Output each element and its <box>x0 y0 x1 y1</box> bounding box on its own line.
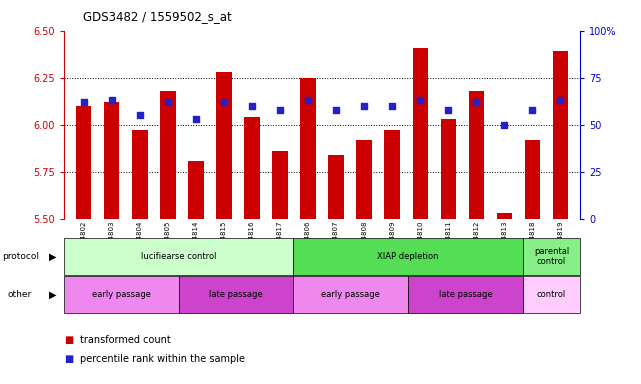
Bar <box>294 276 408 313</box>
Bar <box>160 91 176 219</box>
Point <box>275 107 285 113</box>
Bar <box>408 276 523 313</box>
Point <box>219 99 229 105</box>
Bar <box>328 155 344 219</box>
Point <box>471 99 481 105</box>
Point <box>247 103 257 109</box>
Text: lucifiearse control: lucifiearse control <box>141 252 217 261</box>
Point <box>528 107 538 113</box>
Bar <box>76 106 92 219</box>
Bar <box>385 131 400 219</box>
Text: ■: ■ <box>64 354 73 364</box>
Point <box>191 116 201 122</box>
Text: transformed count: transformed count <box>80 335 171 345</box>
Bar <box>469 91 484 219</box>
Point <box>163 99 173 105</box>
Bar <box>301 78 316 219</box>
Bar <box>525 140 540 219</box>
Text: parental
control: parental control <box>534 247 569 266</box>
Point <box>555 97 565 103</box>
Point <box>106 97 117 103</box>
Text: ■: ■ <box>64 335 73 345</box>
Bar <box>294 238 523 275</box>
Point <box>359 103 369 109</box>
Bar <box>64 238 294 275</box>
Bar <box>413 48 428 219</box>
Point <box>303 97 313 103</box>
Bar <box>272 151 288 219</box>
Bar <box>523 276 580 313</box>
Bar <box>356 140 372 219</box>
Text: early passage: early passage <box>321 290 380 299</box>
Text: late passage: late passage <box>438 290 492 299</box>
Bar <box>440 119 456 219</box>
Bar <box>104 102 119 219</box>
Bar <box>553 51 568 219</box>
Point <box>79 99 89 105</box>
Bar <box>497 213 512 219</box>
Point <box>499 122 510 128</box>
Point <box>415 97 426 103</box>
Text: percentile rank within the sample: percentile rank within the sample <box>80 354 245 364</box>
Bar <box>188 161 204 219</box>
Text: other: other <box>8 290 32 299</box>
Bar <box>132 131 147 219</box>
Text: GDS3482 / 1559502_s_at: GDS3482 / 1559502_s_at <box>83 10 232 23</box>
Bar <box>64 276 179 313</box>
Text: ▶: ▶ <box>49 290 57 300</box>
Text: ▶: ▶ <box>49 251 57 262</box>
Point <box>331 107 341 113</box>
Bar <box>216 72 231 219</box>
Text: XIAP depletion: XIAP depletion <box>378 252 439 261</box>
Text: early passage: early passage <box>92 290 151 299</box>
Point <box>443 107 453 113</box>
Text: protocol: protocol <box>2 252 39 261</box>
Text: control: control <box>537 290 566 299</box>
Point <box>135 112 145 118</box>
Point <box>387 103 397 109</box>
Text: late passage: late passage <box>210 290 263 299</box>
Bar <box>179 276 294 313</box>
Bar <box>244 117 260 219</box>
Bar <box>523 238 580 275</box>
